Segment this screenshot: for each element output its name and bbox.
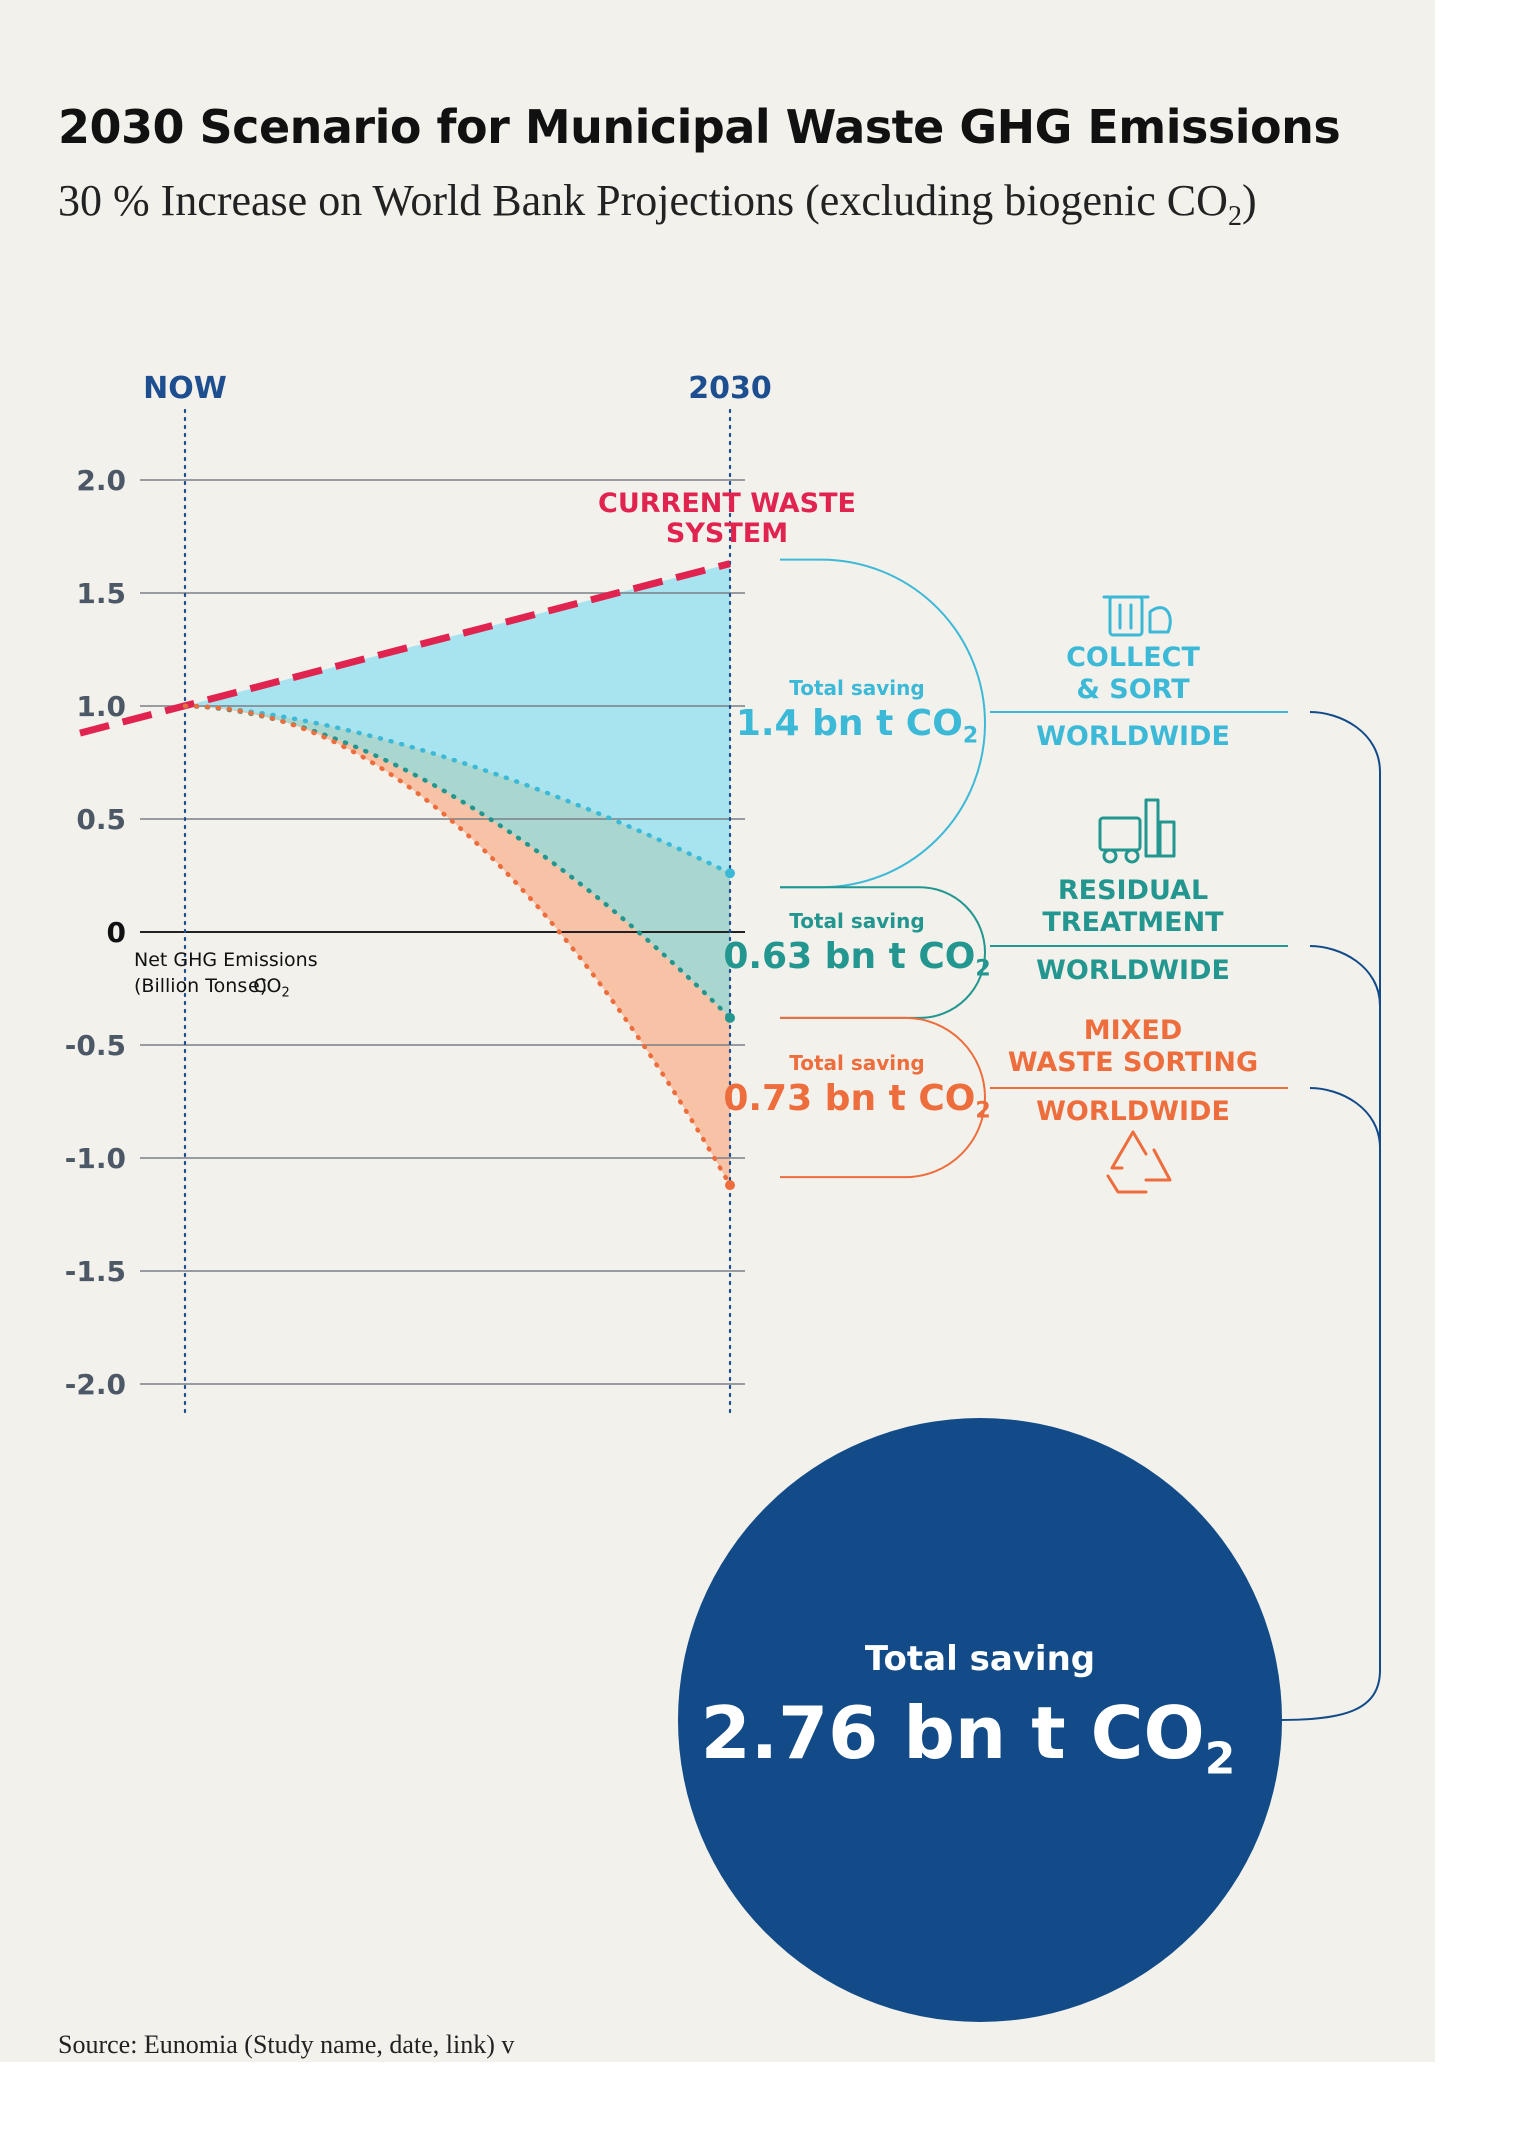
icon-part: [1110, 1130, 1148, 1170]
total-connector: [1309, 711, 1381, 773]
icon-part: [1144, 798, 1160, 858]
page-title: 2030 Scenario for Municipal Waste GHG Em…: [58, 100, 1341, 154]
saving-value: 0.63 bn t CO2: [723, 936, 990, 982]
collect-sort-icon: [1102, 595, 1172, 637]
category-label: MIXED: [1084, 1015, 1183, 1046]
y-tick-label: 0.5: [76, 803, 126, 836]
current-system-label: CURRENT WASTE: [598, 488, 856, 519]
mixed-bracket: [780, 1016, 986, 1179]
y-axis-unit: (Billion Tons CO2: [134, 975, 290, 1001]
y-axis-title: Net GHG Emissions: [134, 949, 318, 971]
saving-value: 0.73 bn t CO2: [723, 1078, 990, 1124]
residual-treatment-line: [182, 703, 733, 1021]
icon-part: [1098, 816, 1142, 852]
total-connector: [1309, 945, 1381, 1007]
category-label: TREATMENT: [1042, 907, 1224, 938]
total-connector: [1309, 1087, 1381, 1149]
category-label: WASTE SORTING: [1008, 1047, 1258, 1078]
mixed-sorting-line: [182, 703, 733, 1188]
current-system-line: [79, 560, 731, 737]
total-saving-value: 2.76 bn t CO2: [701, 1691, 1236, 1784]
icon-part: [1144, 1148, 1172, 1182]
y-axis-unit-end: e): [248, 975, 267, 997]
subtitle-end: ): [1241, 176, 1257, 225]
subtitle-subscript: 2: [1227, 200, 1242, 232]
collect-sort-line: [182, 703, 733, 876]
category-region: WORLDWIDE: [1036, 955, 1230, 986]
saving-caption: Total saving: [789, 1051, 924, 1075]
icon-part: [1124, 848, 1140, 864]
residual-end-point: [725, 1012, 735, 1023]
residual-bracket: [780, 886, 986, 1019]
saving-caption: Total saving: [789, 909, 924, 933]
collect-bracket: [780, 558, 986, 889]
icon-part: [1148, 606, 1172, 634]
x-axis-label: NOW: [143, 371, 227, 406]
collect-end-point: [725, 868, 735, 879]
category-label: COLLECT: [1066, 642, 1200, 673]
icon-part: [1108, 595, 1144, 637]
saving-caption: Total saving: [789, 676, 924, 700]
icon-part: [1158, 820, 1176, 858]
page-subtitle: 30 % Increase on World Bank Projections …: [58, 175, 1257, 233]
y-tick-label: -1.0: [65, 1142, 126, 1175]
recycle-icon: [1106, 1130, 1172, 1194]
saving-value: 1.4 bn t CO2: [736, 703, 978, 749]
icon-part: [1102, 848, 1118, 864]
y-tick-label: -2.0: [65, 1368, 126, 1401]
y-tick-label: 1.0: [76, 690, 126, 723]
category-region: WORLDWIDE: [1036, 721, 1230, 752]
total-connector-trunk: [1279, 772, 1381, 1721]
category-label: & SORT: [1076, 674, 1190, 705]
y-tick-label: 2.0: [76, 464, 126, 497]
collect-saving-area: [185, 563, 730, 874]
total-saving-caption: Total saving: [865, 1639, 1095, 1679]
x-axis-label: 2030: [688, 371, 772, 406]
y-tick-label: 0: [107, 916, 126, 949]
y-tick-label: -0.5: [65, 1029, 126, 1062]
y-tick-label: 1.5: [76, 577, 126, 610]
residual-saving-area: [185, 706, 730, 1018]
total-saving-circle: [678, 1418, 1282, 2022]
subtitle-text: 30 % Increase on World Bank Projections …: [58, 176, 1228, 225]
residual-treatment-icon: [1098, 798, 1176, 864]
current-system-label: SYSTEM: [666, 518, 788, 549]
y-tick-label: -1.5: [65, 1255, 126, 1288]
source-note: Source: Eunomia (Study name, date, link)…: [58, 2030, 515, 2059]
category-label: RESIDUAL: [1058, 875, 1208, 906]
category-region: WORLDWIDE: [1036, 1096, 1230, 1127]
icon-part: [1106, 1174, 1148, 1194]
mixed-end-point: [725, 1180, 735, 1191]
mixed-saving-area: [185, 706, 730, 1186]
